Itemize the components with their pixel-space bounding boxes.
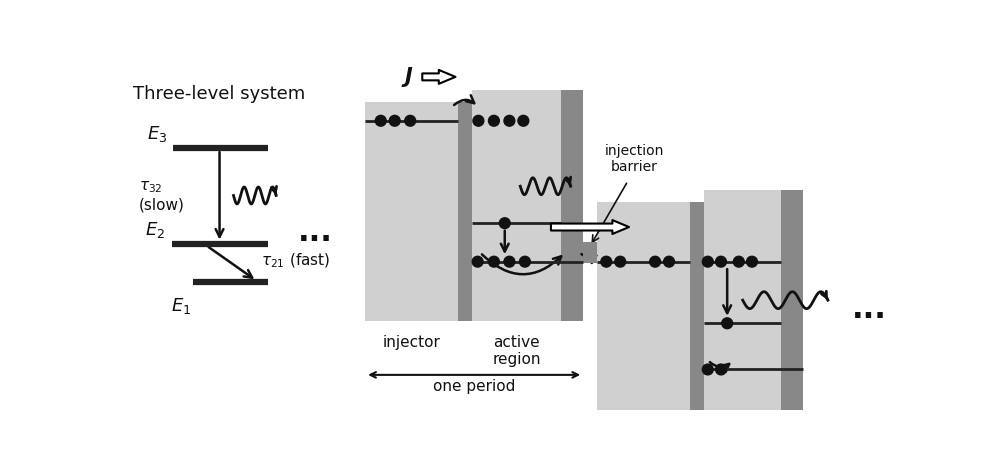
Bar [690, 201, 704, 461]
Circle shape [601, 256, 612, 267]
Circle shape [702, 364, 713, 375]
Circle shape [488, 256, 499, 267]
Circle shape [664, 256, 674, 267]
Bar [365, 101, 458, 321]
Text: $E_3$: $E_3$ [147, 124, 168, 144]
FancyArrowPatch shape [551, 220, 629, 234]
Text: ...: ... [852, 295, 886, 324]
Bar [583, 242, 597, 263]
Circle shape [499, 218, 510, 229]
Text: $E_1$: $E_1$ [171, 296, 192, 316]
Circle shape [722, 318, 733, 329]
Bar [597, 201, 690, 461]
Bar [458, 101, 472, 321]
Text: injector: injector [383, 335, 441, 350]
Text: $\tau_{32}$
(slow): $\tau_{32}$ (slow) [139, 179, 185, 212]
Circle shape [405, 115, 416, 126]
Text: active
region: active region [492, 335, 541, 367]
Circle shape [615, 256, 626, 267]
Circle shape [747, 256, 757, 267]
Circle shape [650, 256, 661, 267]
Circle shape [716, 256, 726, 267]
Circle shape [488, 115, 499, 126]
Circle shape [472, 256, 483, 267]
Circle shape [504, 115, 515, 126]
Text: $\tau_{21}$ (fast): $\tau_{21}$ (fast) [261, 252, 330, 270]
Bar [781, 190, 803, 461]
Text: ...: ... [297, 218, 332, 247]
Text: $\boldsymbol{J}$: $\boldsymbol{J}$ [401, 65, 413, 89]
Text: $E_2$: $E_2$ [145, 220, 165, 240]
Text: injection
barrier: injection barrier [605, 144, 664, 174]
Text: Three-level system: Three-level system [133, 84, 305, 103]
Circle shape [504, 256, 515, 267]
Circle shape [473, 115, 484, 126]
Circle shape [519, 256, 530, 267]
Circle shape [702, 256, 713, 267]
FancyArrowPatch shape [422, 70, 455, 84]
Circle shape [375, 115, 386, 126]
Circle shape [716, 364, 726, 375]
Bar [561, 90, 583, 321]
Bar [472, 90, 561, 321]
Circle shape [518, 115, 529, 126]
Circle shape [733, 256, 744, 267]
Bar [704, 190, 781, 461]
Text: one period: one period [433, 379, 515, 394]
Circle shape [389, 115, 400, 126]
